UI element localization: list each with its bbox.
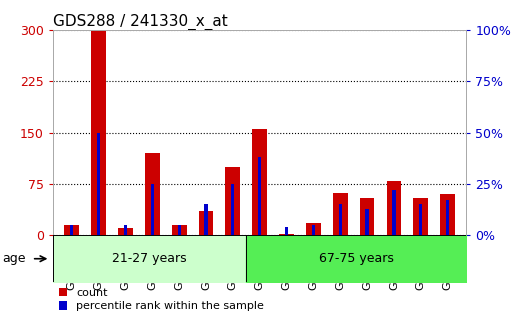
Text: age: age bbox=[3, 252, 26, 265]
Bar bbox=[366, 209, 369, 235]
Bar bbox=[386, 180, 401, 235]
Bar bbox=[97, 133, 100, 235]
Bar bbox=[446, 200, 449, 235]
Bar bbox=[91, 30, 106, 235]
Bar bbox=[392, 190, 395, 235]
Bar bbox=[360, 198, 375, 235]
Bar bbox=[258, 157, 261, 235]
Bar bbox=[151, 184, 154, 235]
Text: 21-27 years: 21-27 years bbox=[112, 252, 187, 265]
Bar bbox=[339, 204, 342, 235]
Bar bbox=[124, 225, 127, 235]
Text: 67-75 years: 67-75 years bbox=[319, 252, 394, 265]
Bar bbox=[279, 234, 294, 235]
Bar bbox=[70, 225, 73, 235]
Bar bbox=[285, 227, 288, 235]
Bar bbox=[205, 204, 208, 235]
Bar bbox=[440, 194, 455, 235]
Bar bbox=[199, 211, 214, 235]
Bar bbox=[306, 223, 321, 235]
Bar bbox=[65, 225, 79, 235]
Bar bbox=[413, 198, 428, 235]
Bar bbox=[172, 225, 187, 235]
Bar bbox=[312, 225, 315, 235]
Text: GDS288 / 241330_x_at: GDS288 / 241330_x_at bbox=[53, 14, 228, 30]
Bar bbox=[225, 167, 240, 235]
Bar bbox=[419, 204, 422, 235]
Bar bbox=[145, 153, 160, 235]
Legend: count, percentile rank within the sample: count, percentile rank within the sample bbox=[58, 288, 264, 311]
Bar bbox=[118, 228, 133, 235]
Bar bbox=[231, 184, 234, 235]
Bar bbox=[252, 129, 267, 235]
Bar bbox=[178, 225, 181, 235]
Bar bbox=[333, 193, 348, 235]
